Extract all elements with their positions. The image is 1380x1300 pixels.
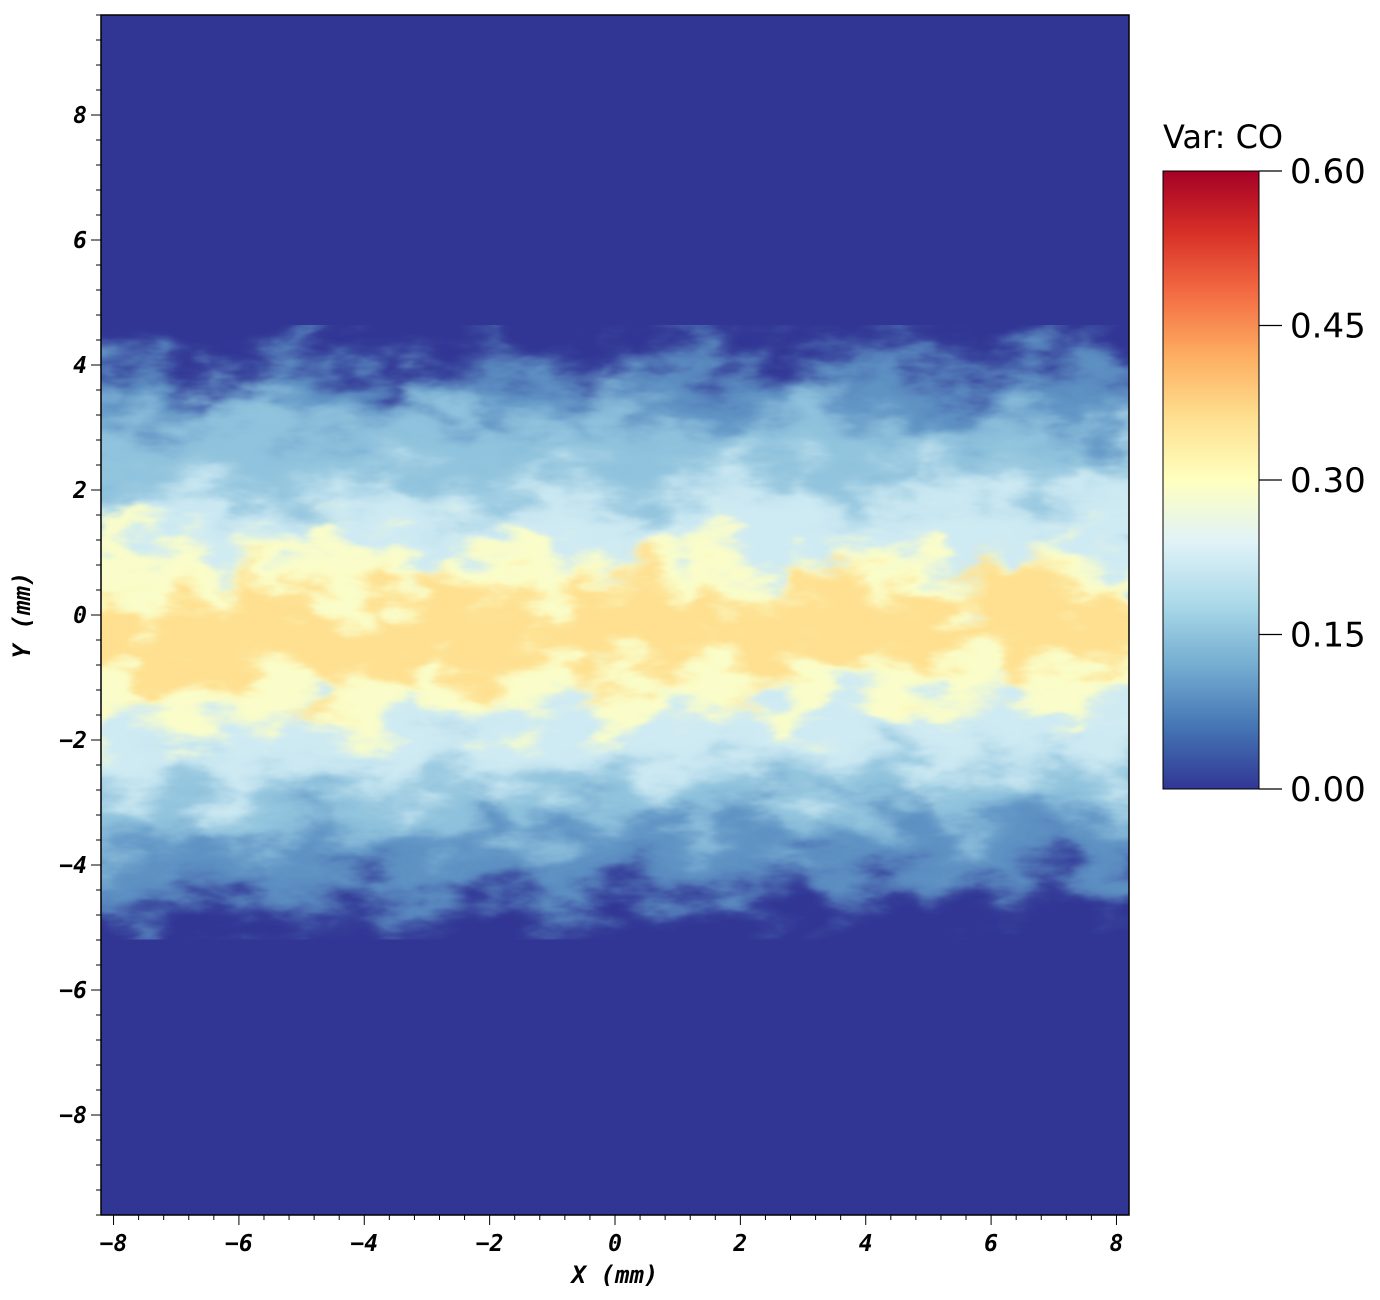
x-axis: −8 −6 −4 −2 0 2 4 6 8 <box>100 1215 1124 1257</box>
colorbar-tick-label: 0.00 <box>1290 770 1366 810</box>
x-tick-label: −6 <box>225 1231 253 1257</box>
colorbar-ticks: 0.60 0.45 0.30 0.15 0.00 <box>1259 152 1366 810</box>
y-tick-label: −6 <box>59 978 87 1004</box>
plot-area <box>101 15 1129 1215</box>
x-tick-label: −4 <box>350 1231 378 1257</box>
colorbar-bar <box>1162 170 1260 790</box>
colorbar-tick-label: 0.60 <box>1290 152 1366 192</box>
y-tick-label: 4 <box>73 353 87 379</box>
colorbar-tick-label: 0.15 <box>1290 616 1366 656</box>
x-tick-label: 0 <box>608 1231 622 1257</box>
field-band <box>101 552 1129 709</box>
x-tick-label: 6 <box>984 1231 998 1257</box>
x-tick-label: 2 <box>732 1231 747 1257</box>
colorbar-tick-label: 0.30 <box>1290 461 1366 501</box>
y-tick-label: 0 <box>73 603 87 629</box>
colorbar-tick-label: 0.45 <box>1290 307 1366 347</box>
x-tick-label: −2 <box>476 1231 504 1257</box>
y-tick-label: −2 <box>59 728 87 754</box>
x-tick-label: 4 <box>859 1231 873 1257</box>
colorbar-title: Var: CO <box>1163 118 1283 156</box>
y-tick-label: −8 <box>59 1103 87 1129</box>
y-tick-label: 2 <box>72 478 87 504</box>
y-tick-label: 6 <box>73 228 87 254</box>
y-tick-label: 8 <box>73 103 87 129</box>
x-tick-label: −8 <box>100 1231 128 1257</box>
x-axis-title: X (mm) <box>570 1261 659 1289</box>
y-axis-title: Y (mm) <box>8 572 36 659</box>
y-tick-label: −4 <box>59 853 87 879</box>
y-axis: 8 6 4 2 0 −2 −4 −6 −8 <box>59 14 101 1216</box>
colorbar: Var: CO 0.60 0.45 0.30 0.15 0.00 <box>1162 118 1366 810</box>
x-tick-label: 8 <box>1110 1231 1124 1257</box>
field-layers <box>101 325 1129 940</box>
